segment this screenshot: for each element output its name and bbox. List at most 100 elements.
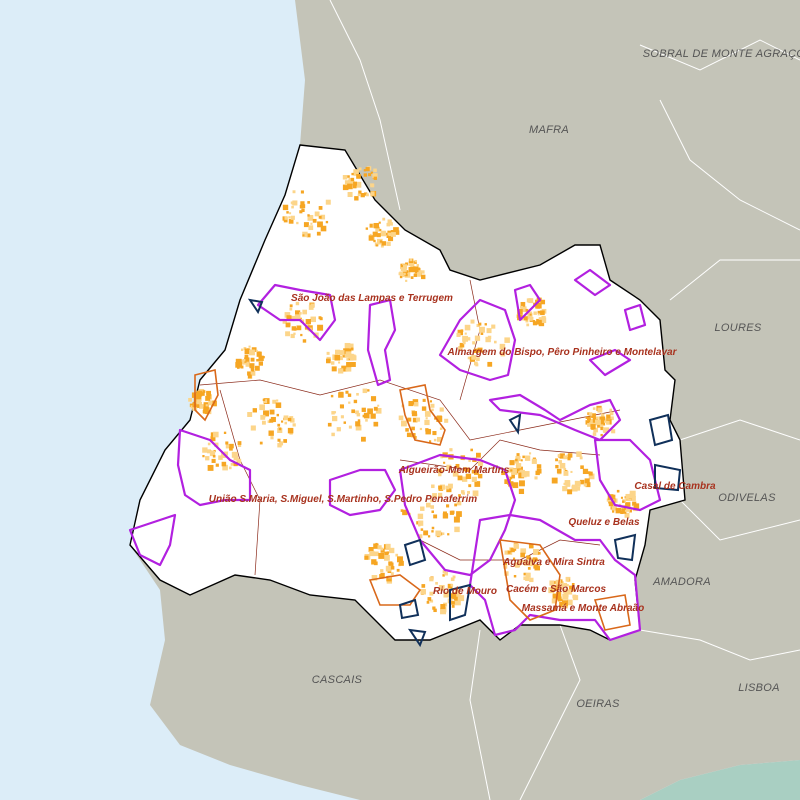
orange-patch [452, 575, 456, 579]
orange-patch [228, 466, 232, 470]
orange-patch [418, 524, 421, 527]
orange-patch [373, 222, 380, 229]
orange-patch [409, 258, 413, 262]
orange-patch [284, 421, 288, 425]
orange-patch [472, 490, 479, 497]
orange-patch [513, 543, 519, 549]
orange-patch [529, 313, 532, 316]
orange-patch [619, 503, 622, 506]
orange-patch [462, 341, 466, 345]
orange-patch [357, 193, 361, 197]
orange-patch [563, 455, 568, 460]
orange-patch [295, 301, 300, 306]
orange-patch [361, 436, 366, 442]
orange-patch [582, 468, 589, 475]
municipal-borders [329, 0, 800, 800]
orange-patch [475, 363, 479, 367]
orange-patch [373, 239, 376, 243]
orange-patch [432, 431, 437, 436]
orange-patch [421, 584, 426, 588]
orange-patch [259, 404, 265, 411]
orange-patch [365, 419, 368, 422]
orange-patch [549, 580, 555, 586]
orange-patch [408, 260, 414, 266]
orange-patch [332, 415, 338, 422]
orange-patch [510, 469, 513, 472]
orange-patch [513, 547, 517, 551]
orange-patch [240, 365, 244, 369]
orange-patch [587, 423, 591, 427]
orange-patch [305, 319, 311, 325]
orange-patch [310, 222, 313, 225]
orange-patch [336, 427, 341, 432]
orange-patch [521, 472, 527, 478]
orange-patch [292, 200, 298, 206]
purple-outlines [128, 268, 662, 642]
orange-patch [290, 201, 294, 204]
orange-patch [444, 571, 448, 576]
orange-patch [287, 427, 294, 434]
orange-patch [375, 226, 381, 232]
orange-patch [465, 467, 470, 473]
orange-patch [421, 406, 427, 411]
orange-patch [373, 176, 377, 180]
orange-patch [442, 511, 447, 516]
orange-patch [583, 483, 587, 487]
orange-patch [377, 545, 382, 550]
orange-patch [456, 592, 462, 598]
orange-patch [536, 318, 542, 325]
orange-patch [500, 344, 504, 348]
orange-patch [429, 577, 434, 582]
orange-patch [588, 420, 591, 423]
orange-patch [515, 463, 522, 469]
orange-patch [247, 371, 252, 376]
orange-patch [415, 417, 421, 422]
municipality-label: CASCAIS [312, 674, 363, 686]
orange-patch [440, 604, 446, 610]
orange-patch [417, 513, 424, 520]
orange-patch [600, 416, 605, 420]
orange-patch [460, 329, 464, 333]
orange-patch [454, 599, 461, 606]
orange-patch [423, 530, 429, 536]
orange-patch [296, 221, 299, 225]
orange-patch [350, 347, 354, 351]
orange-patch [393, 227, 399, 233]
orange-patch [221, 461, 227, 467]
orange-patch [467, 490, 470, 494]
orange-patch [606, 414, 611, 419]
orange-patch [375, 407, 382, 414]
orange-patch [413, 260, 417, 264]
orange-patch [351, 180, 355, 185]
orange-patch [417, 270, 422, 275]
orange-patch [205, 404, 208, 407]
orange-patch [202, 447, 208, 453]
orange-patch [610, 416, 614, 421]
orange-patch [258, 355, 264, 361]
orange-patch [396, 568, 400, 572]
orange-patch [474, 470, 479, 475]
orange-patch [267, 420, 271, 423]
orange-patch [386, 235, 389, 238]
orange-patch [325, 220, 329, 224]
orange-patch [540, 310, 545, 316]
orange-patch [195, 395, 202, 401]
orange-patch [464, 332, 467, 335]
orange-patch [559, 462, 566, 469]
orange-patch [299, 312, 302, 315]
orange-patch [350, 177, 355, 182]
orange-patch [399, 275, 403, 279]
orange-patch [402, 275, 405, 278]
orange-patch [280, 420, 284, 423]
orange-patch [439, 427, 443, 430]
orange-patch [484, 323, 487, 326]
orange-patch [247, 412, 253, 417]
orange-patch [351, 409, 356, 414]
sintra [129, 144, 686, 641]
orange-patch [314, 211, 320, 217]
orange-patch [233, 461, 238, 467]
orange-patch [464, 324, 471, 331]
orange-patch [261, 420, 266, 425]
orange-patch [562, 604, 566, 608]
orange-patch [343, 421, 347, 424]
